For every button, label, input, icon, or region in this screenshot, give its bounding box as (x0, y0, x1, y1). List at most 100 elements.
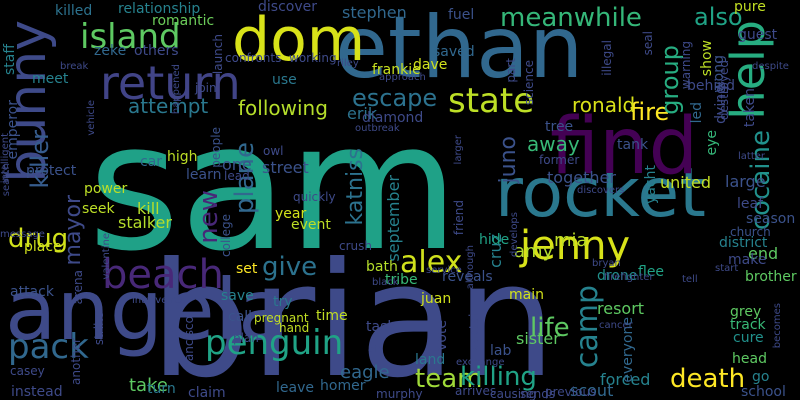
cloud-word: ethan (335, 0, 584, 98)
cloud-word: power (84, 181, 128, 197)
cloud-word: pure (734, 0, 766, 15)
cloud-word: strike (92, 312, 106, 346)
cloud-word: turn (147, 381, 176, 397)
cloud-word: develops (509, 212, 520, 258)
cloud-word: another (69, 338, 83, 385)
cloud-word: destroyed (717, 60, 731, 121)
cloud-word: staff (2, 44, 18, 76)
cloud-word: flee (638, 264, 665, 280)
cloud-word: take (129, 375, 168, 396)
cloud-word: pack (8, 327, 89, 367)
cloud-word: use (272, 72, 297, 88)
cloud-word: street (262, 158, 309, 177)
cloud-word: forced (600, 370, 651, 389)
cloud-word: approach (379, 72, 426, 83)
cloud-word: working (289, 51, 337, 65)
cloud-word: juno (496, 136, 521, 184)
cloud-word: school (741, 384, 786, 400)
cloud-word: casey (10, 364, 45, 378)
cloud-word: becomes (772, 303, 783, 349)
cloud-word: break (60, 61, 89, 72)
cloud-word: jenny (520, 223, 631, 269)
cloud-word: plan (233, 331, 259, 345)
cloud-word: riley (337, 58, 359, 69)
cloud-word: tell (682, 274, 698, 285)
cloud-word: drone (597, 268, 638, 284)
cloud-word: friend (452, 200, 466, 236)
cloud-word: land (415, 352, 446, 368)
cloud-word: start (715, 263, 739, 274)
cloud-word: seal (641, 31, 655, 56)
cloud-word: despite (752, 61, 789, 72)
cloud-word: leaf (737, 196, 764, 212)
cloud-word: year (275, 206, 307, 222)
cloud-word: set (236, 261, 258, 277)
cloud-word: rocket (495, 154, 706, 233)
cloud-word: season (746, 211, 796, 227)
cloud-word: tank (617, 137, 649, 153)
cloud-word: message (0, 229, 45, 240)
cloud-word: owl (263, 144, 284, 158)
cloud-word: people (209, 127, 223, 168)
cloud-word: dave (413, 57, 448, 73)
cloud-word: diamond (362, 110, 424, 126)
cloud-word: beach (102, 252, 224, 298)
cloud-word: crush (339, 239, 372, 253)
cloud-word: larger (453, 135, 464, 165)
cloud-word: katniss (343, 148, 368, 226)
cloud-word: arrives (455, 384, 497, 398)
cloud-word: brother (745, 269, 797, 285)
cloud-word: meet (32, 71, 69, 87)
cloud-word: make (728, 252, 767, 268)
cloud-word: killer (26, 130, 54, 189)
cloud-word: state (448, 81, 535, 121)
cloud-word: killed (55, 3, 93, 19)
cloud-word: attempt (128, 94, 209, 118)
cloud-word: penguin (205, 323, 344, 363)
cloud-word: meanwhile (500, 3, 642, 33)
cloud-word: killing (460, 362, 537, 392)
cloud-word: behind (687, 78, 736, 94)
cloud-word: warning (679, 41, 693, 90)
cloud-word: pregnant (254, 311, 309, 325)
cloud-word: discovers (577, 185, 625, 196)
cloud-word: mia (554, 230, 588, 251)
cloud-word: save (221, 288, 254, 304)
cloud-word: island (80, 17, 181, 57)
cloud-word: others (134, 43, 179, 59)
cloud-word: high (167, 149, 198, 165)
cloud-word: find (550, 102, 699, 192)
cloud-word: task (366, 319, 396, 335)
cloud-word: tribe (385, 272, 418, 288)
cloud-word: romantic (152, 13, 215, 29)
cloud-word: bryan (592, 258, 621, 269)
cloud-word: captain (467, 306, 481, 351)
cloud-word: fuel (448, 7, 475, 23)
cloud-word: quickly (293, 190, 336, 204)
cloud-word: leave (276, 380, 314, 396)
cloud-word: sends (520, 387, 556, 400)
cloud-word: brian (150, 229, 557, 400)
cloud-word: arena (71, 270, 85, 305)
cloud-word: attack (10, 284, 54, 300)
cloud-word: following (238, 96, 328, 120)
cloud-word: led (689, 102, 705, 124)
cloud-word: relationship (118, 1, 201, 17)
cloud-word: erik (347, 104, 378, 123)
cloud-word: reveals (442, 269, 493, 285)
cloud-word: air (368, 344, 382, 355)
cloud-word: event (291, 217, 331, 233)
cloud-word: united (660, 173, 711, 192)
cloud-word: seek (82, 201, 115, 217)
cloud-word: try (273, 294, 293, 310)
cloud-word: one (222, 155, 252, 174)
cloud-word: discover (258, 0, 317, 15)
cloud-word: kill (137, 199, 160, 218)
cloud-word: sam (88, 85, 459, 290)
cloud-word: college (219, 214, 233, 257)
cloud-word: cancer (599, 320, 633, 331)
cloud-word: grey (730, 304, 762, 320)
cloud-word: dom (232, 5, 366, 75)
cloud-word: give (262, 252, 318, 282)
cloud-word: former (539, 153, 580, 167)
